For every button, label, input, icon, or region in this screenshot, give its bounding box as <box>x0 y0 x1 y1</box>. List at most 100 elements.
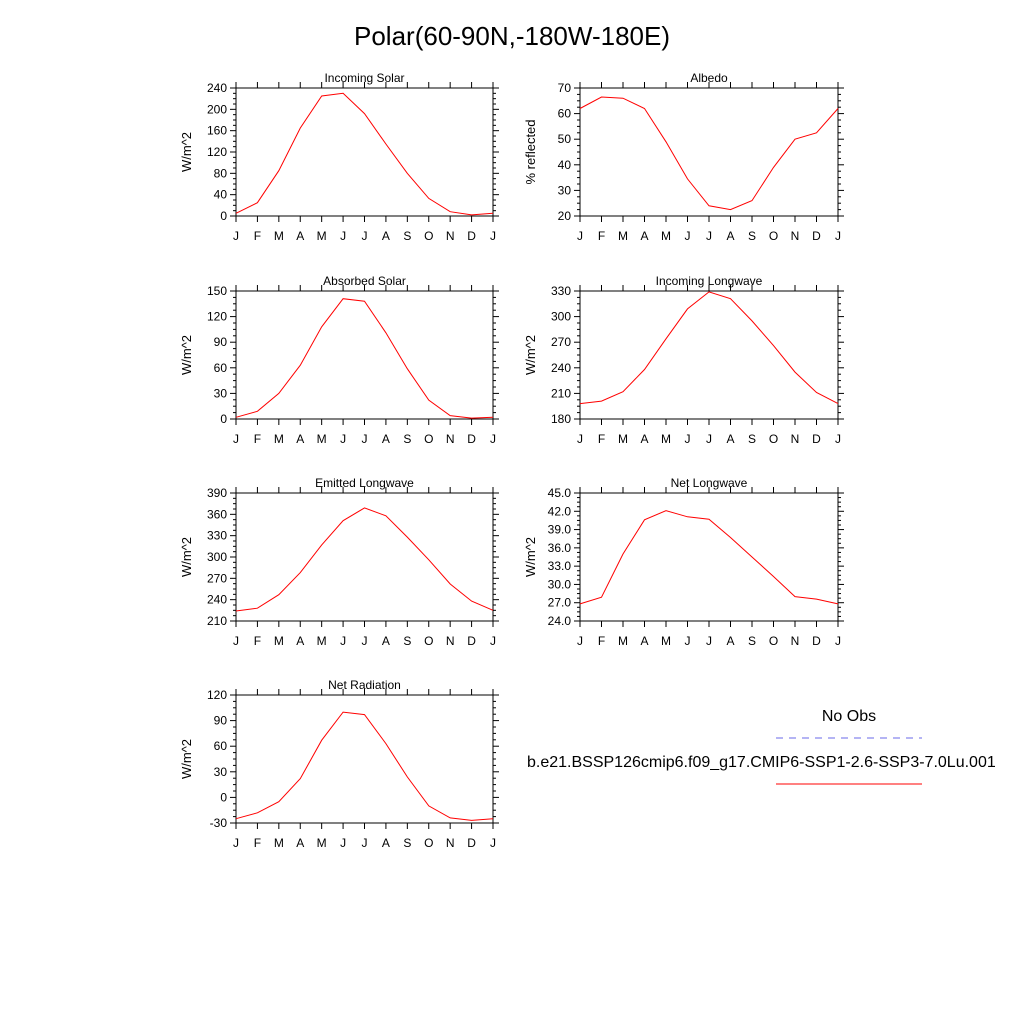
x-tick-label: O <box>424 432 433 446</box>
x-tick-label: D <box>467 634 476 648</box>
x-tick-label: D <box>812 229 821 243</box>
x-tick-label: J <box>685 229 691 243</box>
x-tick-label: O <box>424 836 433 850</box>
y-axis-label: W/m^2 <box>179 537 194 577</box>
x-tick-label: J <box>490 229 496 243</box>
x-tick-label: M <box>317 634 327 648</box>
x-tick-label: J <box>233 836 239 850</box>
x-tick-label: J <box>490 432 496 446</box>
y-tick-label: 390 <box>207 486 227 500</box>
y-tick-label: 0 <box>220 209 227 223</box>
x-tick-label: J <box>490 634 496 648</box>
y-tick-label: 90 <box>214 714 228 728</box>
y-tick-label: 60 <box>214 739 228 753</box>
y-tick-label: 45.0 <box>548 486 572 500</box>
x-tick-label: J <box>233 432 239 446</box>
plot-frame <box>579 290 839 420</box>
y-tick-label: 270 <box>207 571 227 585</box>
x-tick-label: M <box>317 229 327 243</box>
x-tick-label: S <box>403 836 411 850</box>
y-axis-label: W/m^2 <box>523 335 538 375</box>
x-tick-label: J <box>362 229 368 243</box>
y-tick-label: 33.0 <box>548 559 572 573</box>
series-line <box>235 507 494 612</box>
x-tick-label: F <box>598 229 605 243</box>
panel-title: Absorbed Solar <box>323 274 406 288</box>
x-tick-label: J <box>835 432 841 446</box>
y-tick-label: 200 <box>207 102 227 116</box>
series-line <box>579 291 839 405</box>
series-line <box>579 510 839 605</box>
x-tick-label: J <box>577 432 583 446</box>
y-tick-label: 80 <box>214 166 228 180</box>
x-tick-label: D <box>812 432 821 446</box>
plot-frame <box>579 492 839 622</box>
y-tick-label: 60 <box>214 361 228 375</box>
y-axis-label: W/m^2 <box>179 132 194 172</box>
x-tick-label: A <box>296 634 304 648</box>
plot-frame <box>235 290 494 420</box>
x-tick-label: A <box>640 432 648 446</box>
x-tick-label: J <box>685 634 691 648</box>
x-tick-label: F <box>598 634 605 648</box>
x-tick-label: J <box>490 836 496 850</box>
x-tick-label: N <box>791 432 800 446</box>
x-tick-label: N <box>446 634 455 648</box>
x-tick-label: D <box>812 634 821 648</box>
x-tick-label: J <box>362 634 368 648</box>
x-tick-label: F <box>254 229 261 243</box>
x-tick-label: N <box>791 634 800 648</box>
x-tick-label: M <box>317 836 327 850</box>
y-tick-label: 360 <box>207 507 227 521</box>
y-tick-label: 60 <box>558 107 572 121</box>
plot-frame <box>579 87 839 217</box>
plot-frame <box>235 492 494 622</box>
y-tick-label: 40 <box>558 158 572 172</box>
x-tick-label: A <box>296 432 304 446</box>
y-tick-label: 150 <box>207 284 227 298</box>
y-tick-label: 42.0 <box>548 504 572 518</box>
y-tick-label: 300 <box>551 310 571 324</box>
x-tick-label: J <box>835 229 841 243</box>
x-tick-label: J <box>340 836 346 850</box>
panel-title: Incoming Longwave <box>656 274 763 288</box>
series-line <box>235 92 494 216</box>
x-tick-label: M <box>274 229 284 243</box>
x-tick-label: M <box>661 634 671 648</box>
y-tick-label: 180 <box>551 412 571 426</box>
y-tick-label: 36.0 <box>548 541 572 555</box>
x-tick-label: J <box>706 229 712 243</box>
panel-4: Incoming Longwave W/m^2 180 210 240 270 300 330… <box>523 274 844 446</box>
y-tick-label: 160 <box>207 124 227 138</box>
x-tick-label: D <box>467 432 476 446</box>
x-tick-label: M <box>274 634 284 648</box>
y-tick-label: 30.0 <box>548 577 572 591</box>
y-tick-label: 40 <box>214 188 228 202</box>
series-line <box>235 711 494 821</box>
panel-6: Net Longwave W/m^2 24.0 27.0 30.0 33.0 36.0 39.… <box>523 476 844 648</box>
x-tick-label: F <box>254 432 261 446</box>
x-tick-label: A <box>640 634 648 648</box>
y-tick-label: 120 <box>207 310 227 324</box>
x-tick-label: A <box>726 432 734 446</box>
panel-title: Albedo <box>690 71 728 85</box>
x-tick-label: S <box>748 634 756 648</box>
x-tick-label: O <box>769 634 778 648</box>
y-tick-label: 90 <box>214 335 228 349</box>
x-tick-label: A <box>296 836 304 850</box>
x-tick-label: J <box>835 634 841 648</box>
y-tick-label: 39.0 <box>548 523 572 537</box>
x-tick-label: J <box>340 432 346 446</box>
x-tick-label: F <box>254 836 261 850</box>
x-tick-label: S <box>403 229 411 243</box>
x-tick-label: S <box>748 229 756 243</box>
y-tick-label: 30 <box>214 765 228 779</box>
legend-obs-label: No Obs <box>822 708 876 725</box>
series-line <box>579 96 839 211</box>
y-tick-label: -30 <box>210 816 228 830</box>
y-tick-label: 270 <box>551 335 571 349</box>
